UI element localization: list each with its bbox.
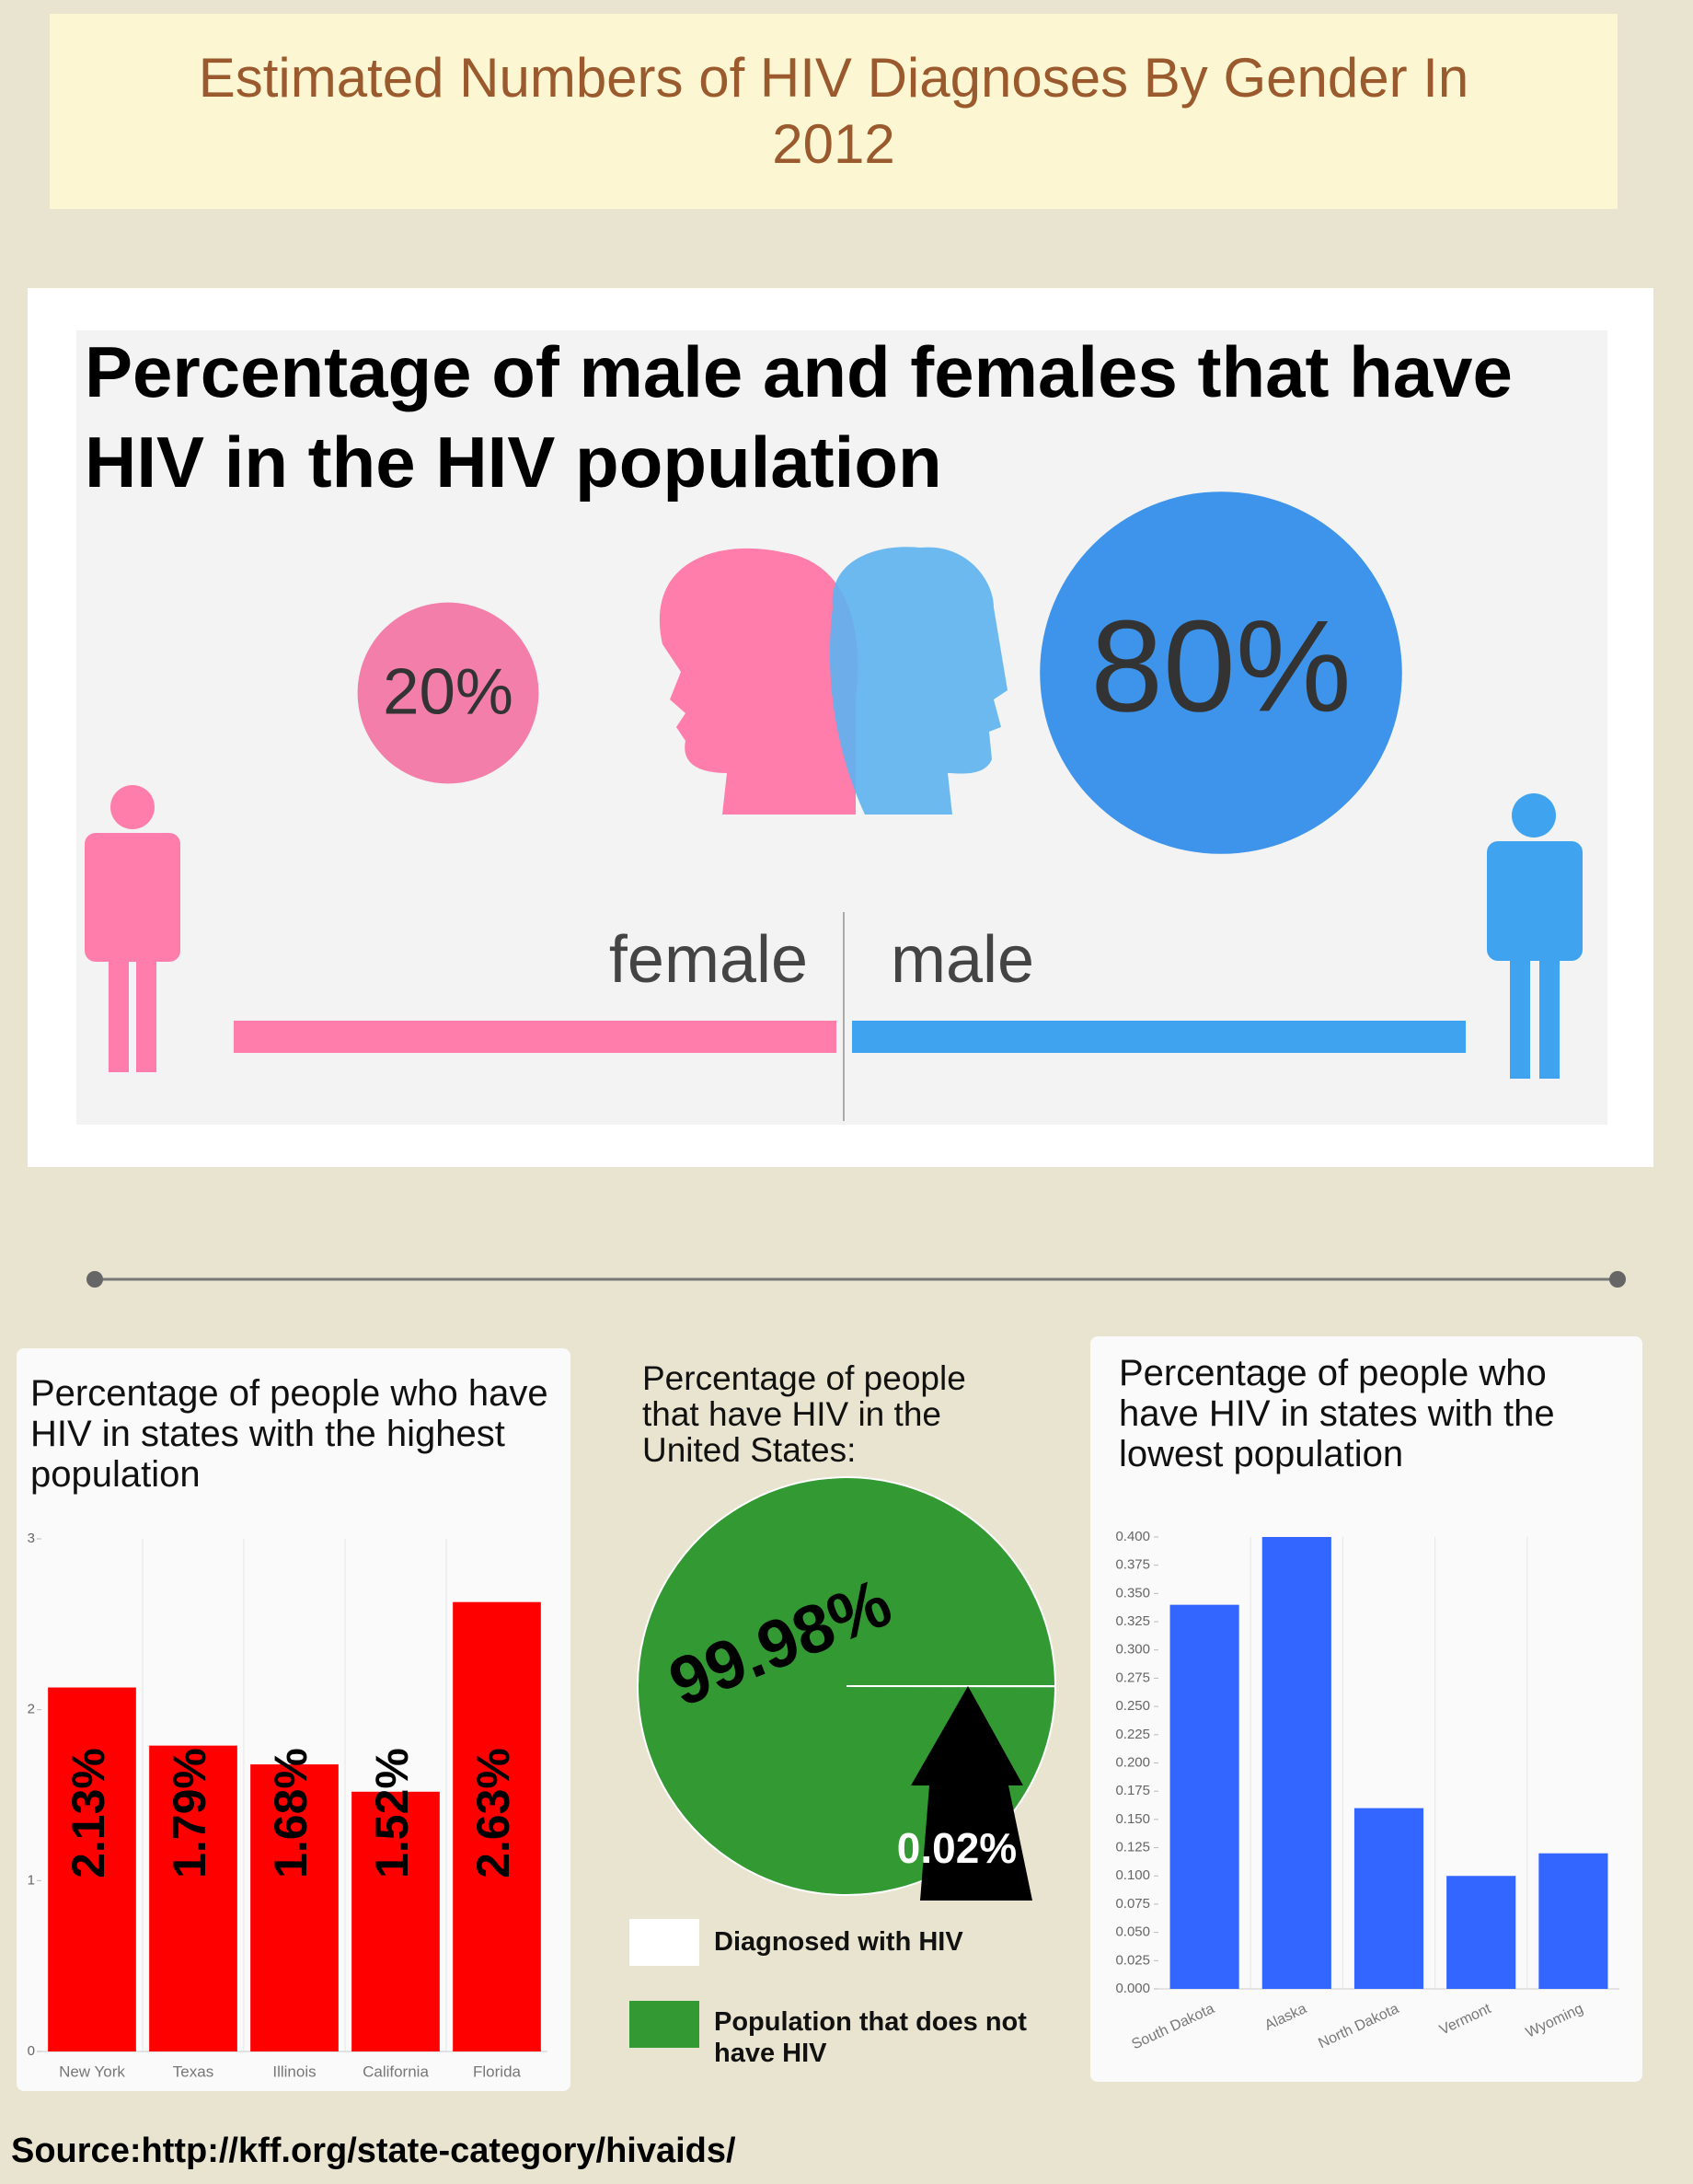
category-label: female <box>609 923 808 997</box>
legend-swatch <box>629 2001 699 2048</box>
y-tick-label: 3 <box>28 1531 35 1546</box>
bar <box>1538 1853 1608 1989</box>
bar <box>351 1791 440 2051</box>
chart-title: Percentage of people who have HIV in sta… <box>30 1373 548 1495</box>
bar <box>1261 1537 1331 1989</box>
category-label: male <box>891 923 1034 997</box>
y-tick-label: 0.375 <box>1115 1557 1150 1573</box>
value-label: 0.02% <box>897 1824 1017 1872</box>
y-tick-label: 0.150 <box>1115 1811 1150 1827</box>
y-tick-label: 0.100 <box>1115 1867 1150 1883</box>
value-label: 1.52% <box>366 1748 418 1878</box>
separator-dot <box>1609 1271 1626 1288</box>
title-box: Estimated Numbers of HIV Diagnoses By Ge… <box>50 14 1618 209</box>
arrow <box>911 1686 1032 1901</box>
bar <box>1446 1876 1516 1989</box>
male-bar <box>852 1021 1466 1053</box>
bar <box>48 1687 136 2051</box>
bar <box>250 1764 339 2051</box>
chart-title: Percentage of people who have HIV in sta… <box>1119 1353 1555 1474</box>
legend-label: Population that does not have HIV <box>714 2007 1027 2068</box>
y-tick-label: 0.300 <box>1115 1642 1150 1658</box>
female-icon <box>85 785 180 1072</box>
male-icon <box>1487 793 1583 1079</box>
x-tick-label: Texas <box>173 2063 213 2080</box>
value-label: 2.63% <box>467 1748 519 1878</box>
gender-title: Percentage of male and females that have… <box>85 331 1513 503</box>
legend-label: Diagnosed with HIV <box>714 1927 963 1957</box>
y-tick-label: 0.200 <box>1115 1754 1150 1770</box>
y-tick-label: 0 <box>28 2043 35 2059</box>
title: Estimated Numbers of HIV Diagnoses By Ge… <box>198 47 1469 175</box>
y-tick-label: 0.400 <box>1115 1529 1150 1544</box>
bar <box>149 1745 237 2051</box>
y-tick-label: 1 <box>28 1872 35 1888</box>
y-tick-label: 0.175 <box>1115 1783 1150 1798</box>
y-tick-label: 0.250 <box>1115 1698 1150 1714</box>
value-label: 1.79% <box>164 1748 215 1878</box>
y-tick-label: 0.025 <box>1115 1952 1150 1968</box>
value-label: 1.68% <box>265 1748 317 1878</box>
x-tick-label: California <box>363 2063 429 2080</box>
x-tick-label: Illinois <box>272 2063 316 2080</box>
y-tick-label: 0.000 <box>1115 1981 1150 1996</box>
legend-swatch <box>629 1919 699 1966</box>
separator-dot <box>86 1271 103 1288</box>
y-tick-label: 0.075 <box>1115 1896 1150 1912</box>
y-tick-label: 0.325 <box>1115 1613 1150 1629</box>
bar <box>1169 1604 1239 1989</box>
value-circle <box>1040 491 1402 854</box>
value-label: 80% <box>1090 594 1352 739</box>
male-head <box>829 547 1008 815</box>
value-circle <box>357 602 539 784</box>
value-label: 2.13% <box>63 1748 114 1878</box>
y-tick-label: 2 <box>28 1702 35 1717</box>
y-tick-label: 0.125 <box>1115 1840 1150 1855</box>
x-tick-label: Florida <box>473 2063 522 2080</box>
x-tick-label: New York <box>59 2063 125 2080</box>
value-label: 20% <box>383 656 513 729</box>
y-tick-label: 0.275 <box>1115 1670 1150 1685</box>
source: Source:http://kff.org/state-category/hiv… <box>11 2132 736 2170</box>
y-tick-label: 0.350 <box>1115 1585 1150 1600</box>
female-bar <box>234 1021 836 1053</box>
y-tick-label: 0.050 <box>1115 1924 1150 1940</box>
bar <box>453 1601 541 2051</box>
female-head <box>659 548 858 815</box>
chart-title: Percentage of people that have HIV in th… <box>642 1359 966 1469</box>
y-tick-label: 0.225 <box>1115 1727 1150 1742</box>
bar <box>1353 1808 1424 1989</box>
